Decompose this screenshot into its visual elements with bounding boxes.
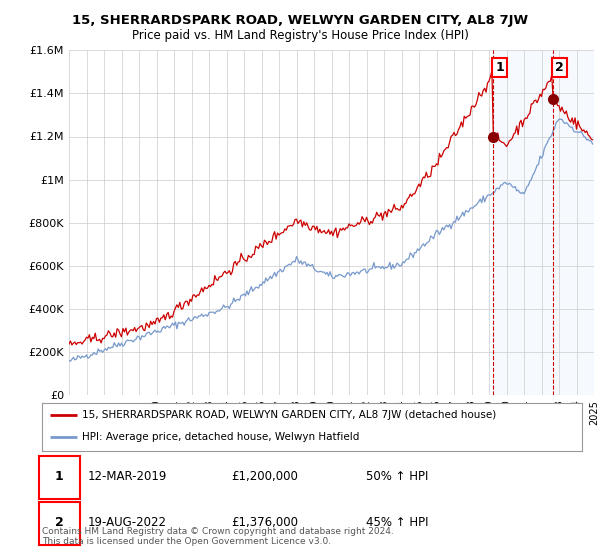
Text: 15, SHERRARDSPARK ROAD, WELWYN GARDEN CITY, AL8 7JW (detached house): 15, SHERRARDSPARK ROAD, WELWYN GARDEN CI… xyxy=(83,410,497,420)
Text: Price paid vs. HM Land Registry's House Price Index (HPI): Price paid vs. HM Land Registry's House … xyxy=(131,29,469,42)
Text: 2: 2 xyxy=(555,61,564,74)
Text: 12-MAR-2019: 12-MAR-2019 xyxy=(88,470,167,483)
Text: Contains HM Land Registry data © Crown copyright and database right 2024.
This d: Contains HM Land Registry data © Crown c… xyxy=(42,526,394,546)
Text: 1: 1 xyxy=(496,61,504,74)
FancyBboxPatch shape xyxy=(40,502,80,545)
Text: 15, SHERRARDSPARK ROAD, WELWYN GARDEN CITY, AL8 7JW: 15, SHERRARDSPARK ROAD, WELWYN GARDEN CI… xyxy=(72,14,528,27)
Text: £1,200,000: £1,200,000 xyxy=(231,470,298,483)
Text: 50% ↑ HPI: 50% ↑ HPI xyxy=(366,470,428,483)
Text: £1,376,000: £1,376,000 xyxy=(231,516,298,529)
Text: 2: 2 xyxy=(55,516,64,529)
Text: 1: 1 xyxy=(55,470,64,483)
FancyBboxPatch shape xyxy=(40,456,80,498)
Text: 19-AUG-2022: 19-AUG-2022 xyxy=(88,516,167,529)
Text: HPI: Average price, detached house, Welwyn Hatfield: HPI: Average price, detached house, Welw… xyxy=(83,432,360,442)
Bar xyxy=(493,50,594,395)
Text: 45% ↑ HPI: 45% ↑ HPI xyxy=(366,516,428,529)
